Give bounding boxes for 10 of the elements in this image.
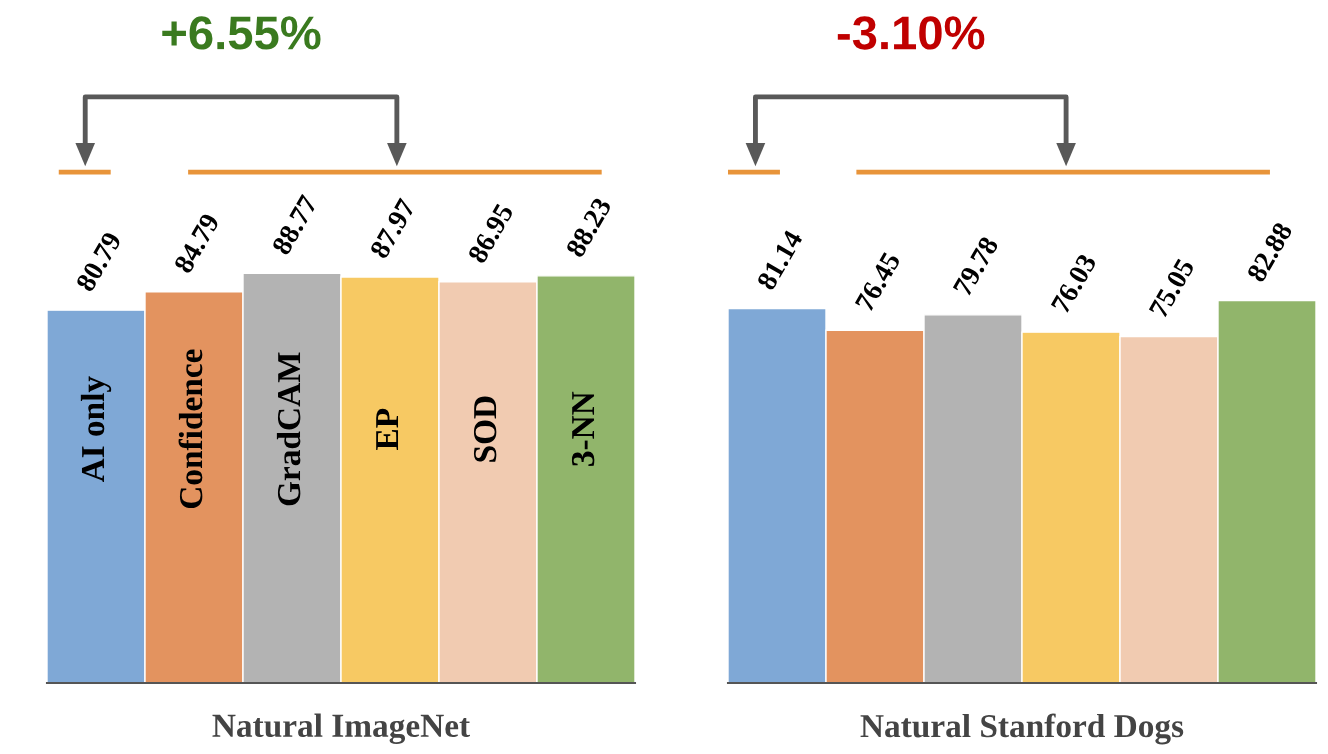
x-tick-label: 3-NN — [571, 391, 595, 466]
x-tick-label: EP — [376, 408, 399, 450]
x-axis-title: Natural Stanford Dogs — [860, 713, 1184, 745]
text: +6.55% — [162, 16, 321, 50]
x-tick-label: SOD — [473, 396, 497, 462]
x-tick-label: Confidence — [178, 349, 203, 509]
text: -3.10% — [837, 16, 985, 50]
x-tick-label: GradCAM — [276, 352, 301, 506]
x-axis-title: Natural ImageNet — [212, 713, 470, 745]
x-tick-label: AI only — [80, 376, 112, 483]
